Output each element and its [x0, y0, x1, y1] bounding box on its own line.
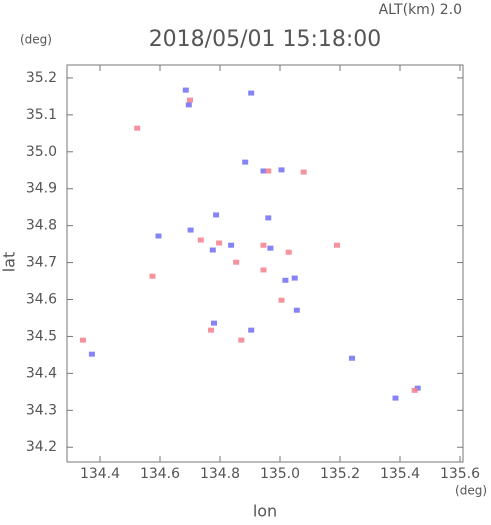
radar-echo	[260, 168, 267, 174]
y-tick-label: 35.1	[26, 107, 57, 123]
radar-echo	[349, 355, 355, 361]
y-tick-label: 34.3	[26, 402, 57, 418]
x-axis-label: lon	[253, 502, 277, 521]
annotation: ALT(km) 2.0	[379, 2, 462, 18]
radar-echo	[88, 351, 95, 357]
x-tick-label: 134.6	[140, 466, 180, 482]
radar-echo	[278, 167, 285, 173]
radar-echo	[197, 237, 204, 243]
x-tick-label: 134.4	[80, 466, 120, 482]
radar-echo	[209, 247, 216, 253]
radar-echo	[134, 125, 141, 131]
y-tick-label: 34.9	[26, 181, 57, 197]
y-tick-label: 34.2	[26, 439, 57, 455]
y-tick-label: 35.0	[26, 144, 57, 160]
radar-echo	[228, 242, 235, 248]
radar-echo	[265, 168, 272, 174]
radar-echo	[265, 215, 272, 221]
radar-echo	[242, 159, 249, 165]
y-tick-label: 34.5	[26, 328, 57, 344]
radar-echo	[282, 277, 289, 283]
radar-echo	[149, 273, 156, 279]
x-tick-label: 134.8	[200, 466, 240, 482]
y-tick-label: 34.4	[26, 365, 57, 381]
radar-echo	[185, 102, 192, 108]
radar-echo	[285, 249, 292, 255]
radar-echo	[392, 395, 399, 401]
radar-echo	[187, 97, 193, 103]
radar-echo	[216, 240, 223, 246]
radar-echo	[79, 337, 86, 343]
radar-echo	[411, 387, 418, 393]
radar-echo	[278, 297, 285, 303]
y-tick-label: 34.8	[26, 218, 57, 234]
radar-echo	[213, 212, 220, 218]
plot-frame	[66, 64, 464, 463]
x-unit: (deg)	[455, 484, 487, 498]
y-tick-label: 34.7	[26, 255, 57, 271]
y-tick-label: 34.6	[26, 292, 57, 308]
radar-echo	[211, 320, 217, 326]
radar-echo	[248, 327, 255, 333]
y-tick-label: 35.2	[26, 70, 57, 86]
x-tick-label: 135.0	[260, 466, 300, 482]
radar-echo	[248, 90, 255, 96]
radar-echo	[238, 337, 245, 343]
x-tick-label: 135.4	[380, 466, 420, 482]
radar-echo	[300, 169, 307, 175]
y-unit: (deg)	[20, 33, 52, 47]
radar-echo	[260, 242, 267, 248]
radar-echo	[293, 307, 300, 313]
x-tick-label: 135.2	[320, 466, 360, 482]
radar-echo	[187, 227, 194, 233]
radar-echo	[267, 245, 274, 251]
radar-echo	[182, 87, 189, 93]
radar-echo	[208, 327, 214, 333]
radar-echo	[260, 267, 267, 273]
y-axis-label: lat	[0, 252, 19, 273]
radar-echo	[334, 242, 340, 248]
x-tick-label: 135.6	[440, 466, 480, 482]
radar-echo	[233, 259, 240, 265]
chart-title: 2018/05/01 15:18:00	[149, 27, 382, 52]
radar-echo	[155, 233, 162, 239]
radar-echo	[291, 275, 298, 281]
